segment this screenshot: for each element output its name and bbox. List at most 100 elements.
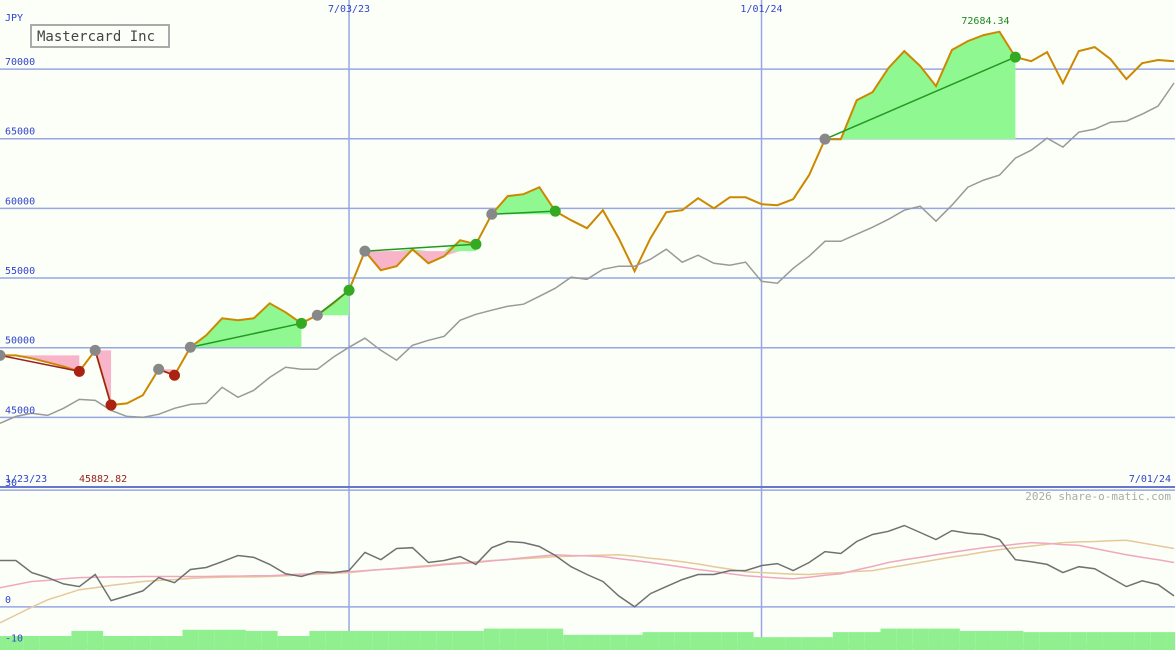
y-tick-label: -10 [5,634,23,645]
histogram-bar [785,637,802,650]
histogram-bar [1102,632,1119,650]
trade-exit [295,317,307,329]
y-tick-label: 60000 [5,196,35,207]
labels: JPY Mastercard Inc 2026 share-o-matic.co… [5,4,1171,645]
histogram-bar [103,635,119,650]
watermark: 2026 share-o-matic.com [1025,490,1171,503]
trade-entry [311,309,323,321]
y-tick-label: 0 [5,595,11,606]
trade-gain-area [317,290,350,316]
histogram-bar [245,630,262,650]
histogram-bar [87,630,104,650]
trade-loss-area [0,355,80,372]
histogram-bar [55,635,72,650]
histogram-bar [198,629,215,650]
histogram-bar [372,630,389,650]
histogram-bar [531,628,548,650]
histogram-bar [1055,632,1071,650]
histogram-bar [1134,632,1151,650]
histogram-bar [991,630,1008,650]
histogram-bar [594,634,611,650]
trade-line [316,289,350,316]
histogram-bar [71,630,88,650]
histogram-bar [134,635,151,650]
histogram-bar [1007,630,1024,650]
histogram-bar [1118,632,1135,650]
histogram-bar [1166,632,1175,650]
trade-loss-area [364,251,476,271]
trade-entry [486,208,498,220]
trade-line [364,243,476,252]
histogram-bar [880,628,897,650]
series-line [0,82,1175,424]
y-tick-label: 45000 [5,405,35,416]
histogram-bar [420,630,437,650]
histogram-bar [912,628,929,650]
trade-line [94,350,112,406]
histogram-bar [753,637,770,650]
series-line [0,30,1175,407]
unit-label: JPY [5,13,23,24]
series-line [0,541,1175,589]
histogram-bar [515,628,532,650]
histogram-bar [1039,632,1056,650]
trade-entry [89,344,101,356]
trade-entry [819,133,831,145]
x-tick-label: 7/03/23 [328,4,370,15]
histogram-bar [943,628,960,650]
histogram-bar [0,635,8,650]
trade-exit [73,365,85,377]
y-tick-label: 65000 [5,127,35,138]
histogram-bar [579,634,595,650]
low-label: 45882.82 [79,474,127,485]
y-tick-label: 70000 [5,57,35,68]
histogram-bar [325,630,342,650]
histogram-bar [658,632,675,650]
trade-line [824,56,1016,140]
histogram-bar [230,629,246,650]
histogram-bar [1150,632,1167,650]
trade-exit [549,205,561,217]
trade-gain-area [364,240,476,252]
histogram-bar [817,637,833,650]
histogram-bar [388,630,405,650]
histogram-bar [356,630,373,650]
histogram-bar [7,635,24,650]
histogram-bar [1086,632,1103,650]
histogram-bar [848,632,865,650]
histogram-bar [309,630,326,650]
trade-exit [1009,51,1021,63]
histogram-bar [674,632,691,650]
histogram-bar [150,635,167,650]
histogram-bar [769,637,786,650]
histogram-bar [404,630,421,650]
histogram-bar [436,630,453,650]
histogram-bar [182,629,199,650]
histogram-bar [341,630,357,650]
trade-entry [359,245,371,257]
trade-exit [470,238,482,250]
trade-entry [0,349,6,361]
chart-title: Mastercard Inc [37,29,155,45]
x-tick-label: 7/01/24 [1129,474,1171,485]
marks [0,30,1175,650]
histogram-bar [705,632,722,650]
trade-line [190,322,302,349]
x-tick-label: 1/01/24 [740,4,782,15]
histogram-bar [737,632,754,650]
histogram-bar [39,635,56,650]
y-tick-label: 55000 [5,266,35,277]
histogram-bar [547,628,564,650]
trade-entry [153,363,165,375]
histogram-bar [563,634,580,650]
trade-gain-area [824,31,1016,140]
histogram-bar [261,630,278,650]
histogram-bar [23,635,40,650]
trade-entry [184,341,196,353]
histogram-bar [1023,632,1040,650]
trade-line [0,354,80,373]
histogram-bar [626,634,643,650]
trade-gain-area [190,303,302,348]
trade-line [491,210,556,215]
